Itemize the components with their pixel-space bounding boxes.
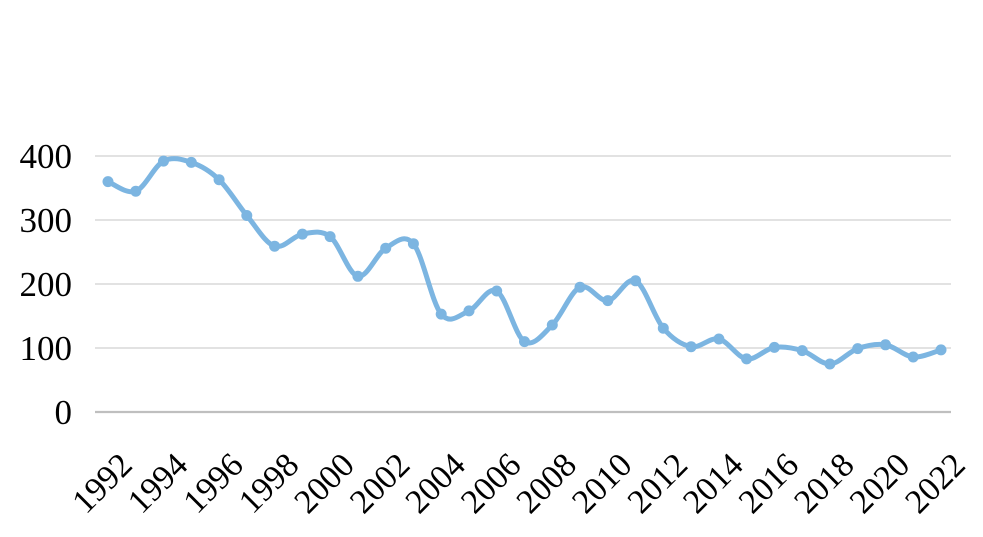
data-point-2022: [935, 344, 947, 356]
y-axis-labels: 0 100 200 300 400: [20, 137, 73, 432]
y-axis-label-0: 0: [55, 393, 73, 432]
data-point-1997: [241, 210, 253, 221]
x-axis-label-1998: 1998: [232, 446, 306, 520]
x-axis-label-2020: 2020: [843, 446, 917, 520]
x-axis-label-2002: 2002: [343, 446, 417, 520]
data-point-2020: [880, 339, 891, 351]
x-axis-label-2016: 2016: [732, 446, 806, 520]
data-point-2009: [574, 281, 586, 293]
data-point-2003: [407, 238, 419, 250]
x-axis-label-2000: 2000: [288, 446, 362, 520]
y-axis-label-400: 400: [20, 137, 73, 176]
data-point-2008: [546, 319, 558, 331]
gridlines: [95, 155, 951, 414]
y-axis-label-200: 200: [20, 265, 73, 304]
data-point-2013: [685, 341, 697, 353]
x-axis-label-2014: 2014: [676, 446, 750, 520]
data-point-2006: [491, 285, 503, 297]
x-axis-label-2012: 2012: [621, 446, 695, 520]
data-point-1998: [269, 240, 281, 252]
x-axis-label-1996: 1996: [176, 446, 250, 520]
data-point-2007: [519, 336, 530, 348]
x-axis-label-2004: 2004: [399, 446, 473, 520]
series-line: [105, 156, 944, 367]
x-axis-label-2022: 2022: [898, 446, 972, 520]
data-point-2005: [463, 305, 475, 317]
data-point-2016: [768, 341, 780, 353]
data-point-2015: [741, 353, 753, 365]
data-point-1999: [296, 228, 308, 240]
data-point-2004: [435, 308, 447, 320]
x-axis-label-2008: 2008: [510, 446, 584, 520]
data-point-2011: [630, 275, 642, 287]
data-point-2017: [796, 345, 808, 357]
data-point-2019: [852, 343, 864, 355]
data-point-2018: [824, 358, 836, 370]
data-point-2014: [713, 333, 725, 345]
data-point-2002: [380, 242, 392, 254]
data-point-1993: [130, 185, 142, 197]
data-point-2012: [657, 322, 669, 334]
x-axis-label-2006: 2006: [454, 446, 528, 520]
x-axis-label-2010: 2010: [565, 446, 639, 520]
data-point-1995: [185, 156, 197, 168]
data-points: [102, 155, 947, 370]
y-axis-label-300: 300: [20, 201, 73, 240]
data-point-1994: [158, 155, 169, 167]
data-point-2001: [352, 270, 364, 282]
data-point-2010: [602, 295, 614, 307]
x-axis-labels: 1992199419961998200020022004200620082010…: [65, 446, 972, 520]
y-axis-label-100: 100: [20, 329, 73, 368]
x-axis-label-1992: 1992: [65, 446, 139, 520]
data-point-1992: [102, 176, 114, 188]
data-point-2000: [324, 231, 336, 243]
x-axis-label-2018: 2018: [787, 446, 861, 520]
data-point-2021: [907, 351, 919, 363]
data-point-1996: [213, 174, 225, 186]
x-axis-label-1994: 1994: [121, 446, 195, 520]
